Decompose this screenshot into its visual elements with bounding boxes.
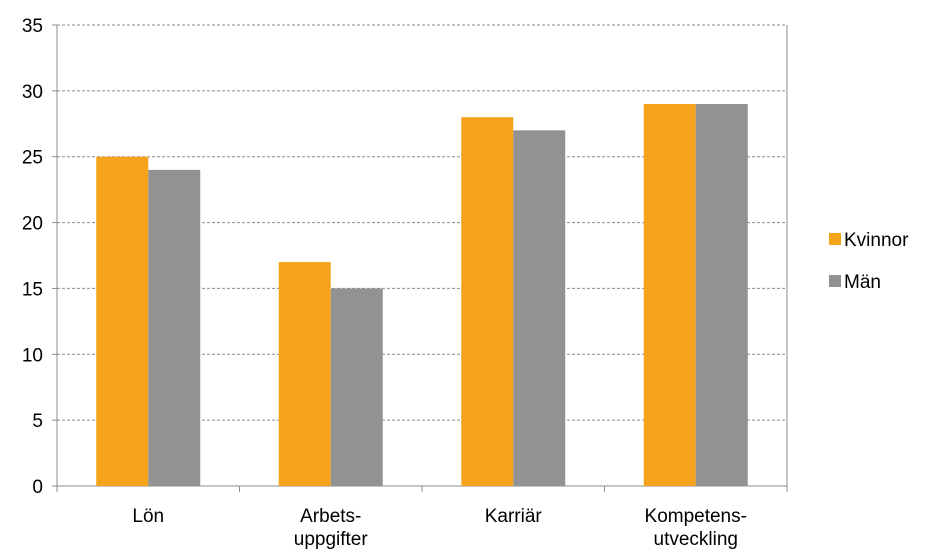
bar-män-3 (695, 104, 748, 487)
x-tick-label-1: Arbets-uppgifter (294, 506, 369, 550)
x-tick-label-2: Karriär (485, 506, 543, 527)
y-tick-label-15: 15 (22, 279, 43, 300)
y-tick-label-10: 10 (22, 345, 43, 366)
y-tick-label-5: 5 (32, 411, 43, 432)
bars (96, 104, 748, 487)
x-tick-label-0: Lön (132, 506, 164, 527)
y-tick-label-20: 20 (22, 214, 43, 235)
legend-label-kvinnor: Kvinnor (844, 230, 909, 251)
y-tick-label-0: 0 (32, 477, 43, 498)
bar-kvinnor-2 (461, 117, 514, 486)
bar-kvinnor-0 (96, 156, 149, 486)
y-tick-label-25: 25 (22, 148, 43, 169)
tick-labels: 0 5 10 15 20 25 30 35 Lön Arbets-uppgifter Karriär… (22, 16, 747, 550)
bar-män-0 (148, 169, 201, 486)
x-tick-label-3: Kompetens-utveckling (645, 506, 747, 550)
bar-kvinnor-3 (643, 104, 696, 487)
y-tick-label-30: 30 (22, 82, 43, 103)
legend-label-män: Män (844, 272, 881, 293)
bar-män-2 (513, 130, 566, 486)
y-tick-label-35: 35 (22, 16, 43, 37)
legend: Kvinnor Män (829, 230, 909, 293)
legend-swatch-män (829, 275, 841, 287)
bar-män-1 (330, 288, 383, 486)
legend-swatch-kvinnor (829, 233, 841, 245)
bar-kvinnor-1 (278, 262, 331, 486)
